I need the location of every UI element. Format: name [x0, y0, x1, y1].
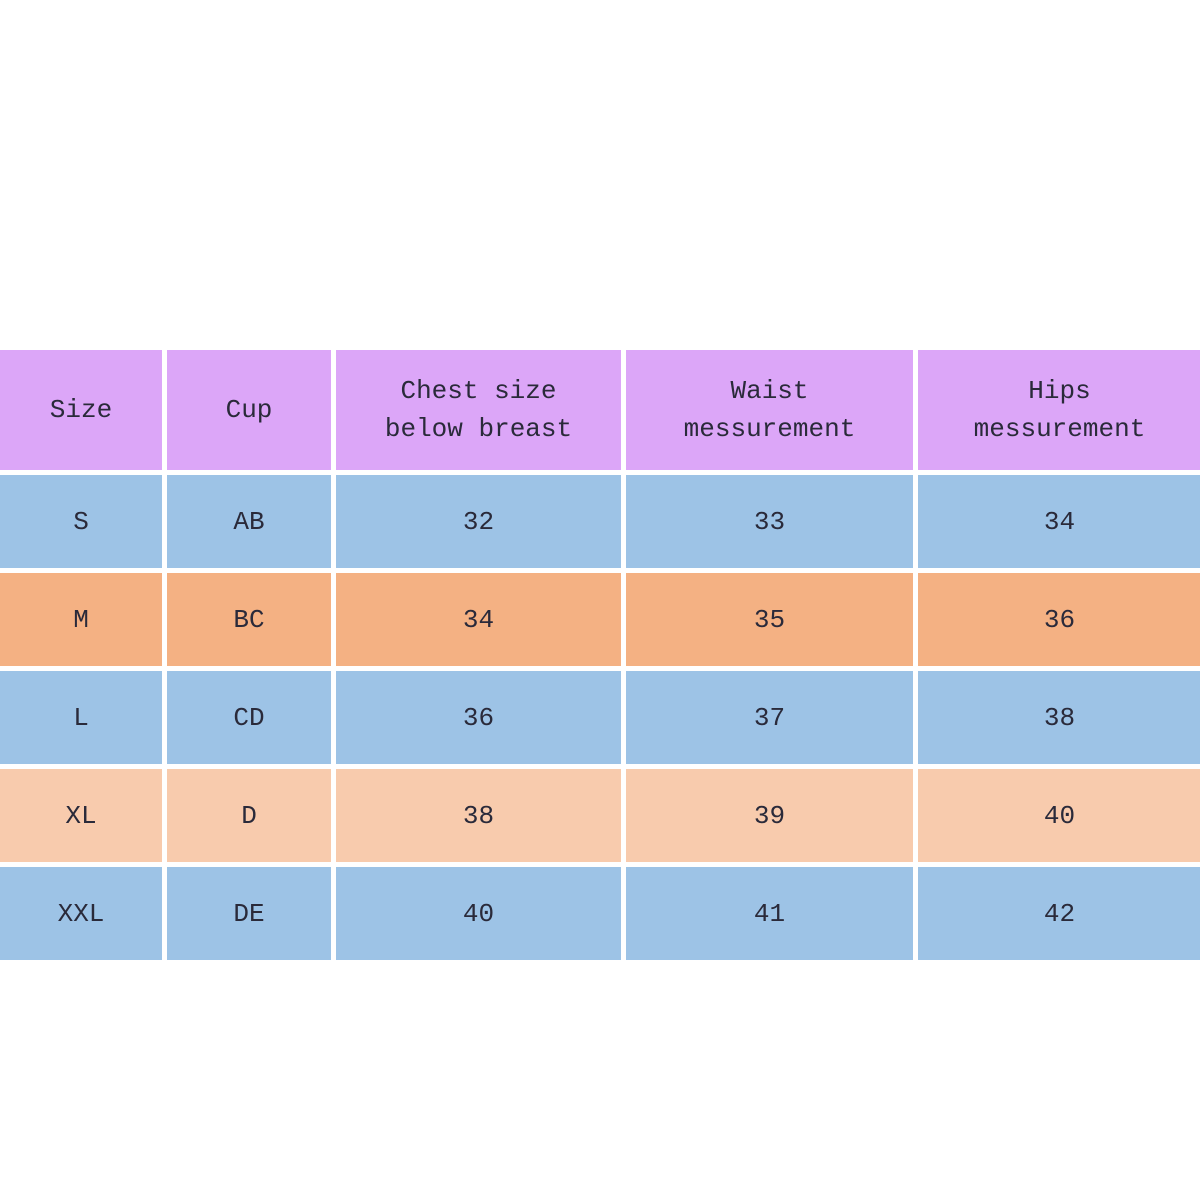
header-cell: Waist messurement — [626, 350, 913, 470]
header-cell: Size — [0, 350, 162, 470]
table-cell: 33 — [626, 475, 913, 568]
table-cell: 40 — [918, 769, 1200, 862]
table-cell: 38 — [336, 769, 621, 862]
header-cell: Chest size below breast — [336, 350, 621, 470]
table-cell: 40 — [336, 867, 621, 960]
header-cell: Hips messurement — [918, 350, 1200, 470]
size-chart-table: Size Cup Chest size below breast Waist mess… — [0, 350, 1200, 960]
table-cell: DE — [167, 867, 331, 960]
table-cell: 36 — [336, 671, 621, 764]
table-cell: S — [0, 475, 162, 568]
table-cell: 41 — [626, 867, 913, 960]
table-cell: XXL — [0, 867, 162, 960]
table-cell: XL — [0, 769, 162, 862]
table-cell: 35 — [626, 573, 913, 666]
table-cell: AB — [167, 475, 331, 568]
table-cell: 38 — [918, 671, 1200, 764]
table-cell: 39 — [626, 769, 913, 862]
table-cell: 32 — [336, 475, 621, 568]
table-cell: 34 — [336, 573, 621, 666]
table-cell: L — [0, 671, 162, 764]
table-cell: BC — [167, 573, 331, 666]
table-cell: D — [167, 769, 331, 862]
table-cell: 37 — [626, 671, 913, 764]
table-cell: M — [0, 573, 162, 666]
header-cell: Cup — [167, 350, 331, 470]
table-cell: 36 — [918, 573, 1200, 666]
table-cell: 34 — [918, 475, 1200, 568]
table-cell: CD — [167, 671, 331, 764]
table-cell: 42 — [918, 867, 1200, 960]
